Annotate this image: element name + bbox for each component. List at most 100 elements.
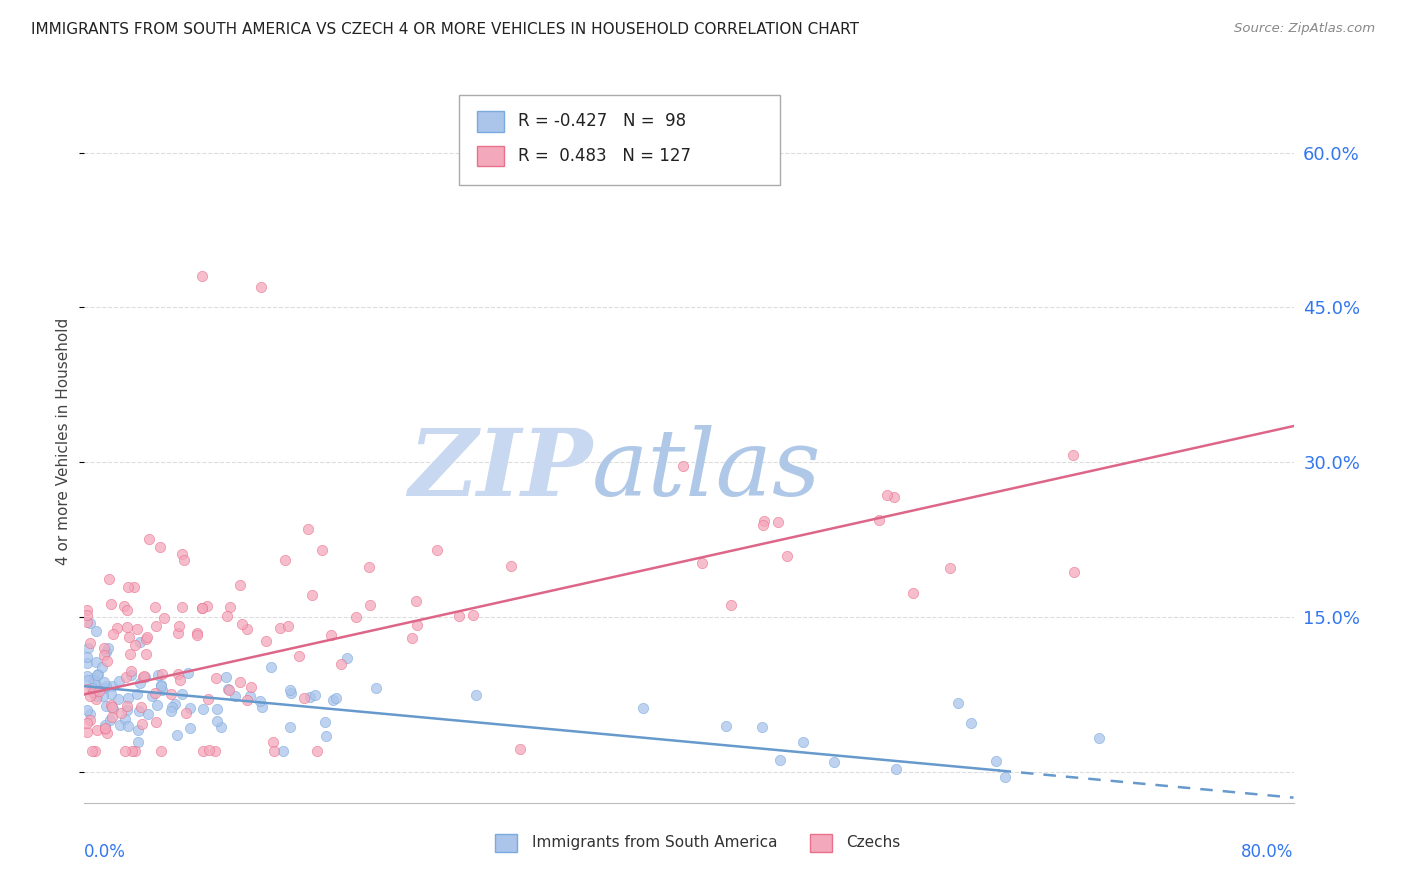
Point — [127, 723, 149, 738]
Point — [169, 673, 191, 687]
Point — [280, 682, 302, 697]
Point — [239, 689, 262, 703]
Point — [692, 556, 714, 570]
Point — [97, 572, 120, 586]
Point — [254, 634, 277, 648]
Point — [231, 616, 253, 631]
Point — [463, 608, 485, 623]
Point — [79, 615, 101, 630]
Y-axis label: 4 or more Vehicles in Household: 4 or more Vehicles in Household — [56, 318, 72, 566]
Point — [288, 649, 311, 664]
Point — [329, 657, 352, 671]
Point — [292, 690, 315, 705]
Point — [112, 599, 135, 614]
Point — [224, 689, 246, 703]
Point — [215, 670, 238, 684]
Point — [145, 714, 167, 729]
Point — [84, 677, 107, 691]
Point — [319, 628, 342, 642]
Point — [886, 762, 908, 776]
Point — [960, 716, 983, 731]
Point — [868, 513, 890, 527]
Point — [204, 744, 226, 758]
Point — [249, 694, 271, 708]
Point — [167, 667, 190, 681]
Point — [239, 680, 262, 694]
Point — [197, 692, 219, 706]
Point — [143, 599, 166, 614]
Point — [120, 647, 142, 661]
Point — [101, 626, 124, 640]
Point — [86, 723, 108, 737]
Point — [143, 686, 166, 700]
Point — [93, 648, 115, 663]
Point — [94, 698, 117, 713]
Point — [122, 580, 145, 594]
Point — [82, 673, 104, 687]
Point — [509, 741, 531, 756]
Point — [939, 561, 962, 575]
Point — [135, 647, 157, 661]
Point — [134, 670, 156, 684]
Point — [405, 594, 427, 608]
Point — [138, 707, 160, 722]
Point — [86, 624, 108, 638]
Point — [322, 693, 344, 707]
Point — [149, 540, 172, 554]
Point — [76, 649, 98, 664]
FancyBboxPatch shape — [810, 833, 831, 852]
Text: Source: ZipAtlas.com: Source: ZipAtlas.com — [1234, 22, 1375, 36]
Point — [769, 753, 792, 767]
Point — [191, 601, 214, 615]
Point — [117, 718, 139, 732]
Point — [366, 681, 388, 695]
Point — [235, 692, 257, 706]
Point — [186, 626, 208, 640]
Point — [129, 675, 152, 690]
Point — [425, 542, 447, 557]
Point — [76, 703, 98, 717]
Point — [146, 698, 169, 712]
Point — [76, 607, 98, 622]
Point — [100, 687, 122, 701]
Point — [129, 700, 152, 714]
Point — [792, 735, 814, 749]
Point — [131, 716, 153, 731]
Point — [76, 682, 98, 697]
Point — [128, 634, 150, 648]
Point — [177, 666, 200, 681]
Point — [91, 660, 114, 674]
Point — [165, 697, 187, 711]
Point — [263, 744, 285, 758]
Point — [110, 706, 132, 720]
Point — [149, 679, 172, 693]
Point — [114, 744, 136, 758]
Point — [205, 702, 228, 716]
Point — [107, 691, 129, 706]
Point — [277, 619, 299, 633]
Point — [229, 578, 252, 592]
Point — [145, 618, 167, 632]
Point — [100, 597, 122, 611]
Point — [127, 687, 149, 701]
Point — [401, 632, 423, 646]
Point — [172, 599, 194, 614]
Point — [344, 610, 367, 624]
Point — [110, 718, 132, 732]
Point — [79, 690, 101, 704]
Point — [311, 542, 333, 557]
Point — [1062, 448, 1084, 462]
Point — [83, 685, 105, 699]
Point — [447, 609, 470, 624]
Point — [93, 718, 115, 732]
Point — [100, 710, 122, 724]
Point — [173, 552, 195, 566]
Point — [883, 490, 905, 504]
Point — [141, 690, 163, 704]
Point — [198, 743, 221, 757]
Point — [132, 671, 155, 685]
Point — [672, 459, 695, 474]
FancyBboxPatch shape — [478, 112, 503, 132]
Point — [260, 659, 283, 673]
Point — [217, 609, 239, 624]
